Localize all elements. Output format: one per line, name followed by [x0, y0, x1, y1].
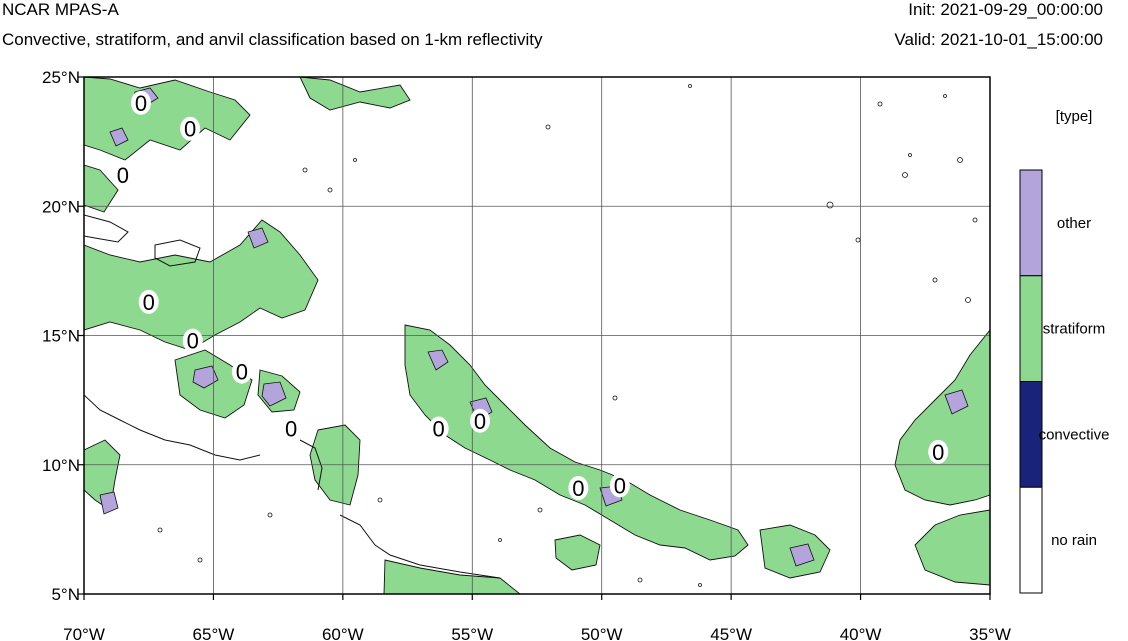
lon-tick-label: 55°W [451, 625, 493, 641]
lat-tick-label: 5°N [51, 585, 80, 604]
scattered-cells [157, 84, 978, 587]
legend-label: convective [1039, 426, 1110, 443]
lon-tick-label: 50°W [581, 625, 623, 641]
contour-lines [84, 214, 501, 579]
contour-label: 0 [187, 329, 199, 354]
map-title: NCAR MPAS-A [2, 0, 119, 19]
lat-tick-label: 15°N [42, 327, 80, 346]
longitude-axis: 70°W 65°W 60°W 55°W 50°W 45°W 40°W 35°W [63, 594, 1011, 641]
contour-label-bg [138, 289, 159, 314]
contour-labels: 0 0 0 0 0 0 0 0 0 0 0 0 [112, 90, 949, 501]
contour-label: 0 [572, 476, 584, 501]
lon-tick-label: 45°W [710, 625, 752, 641]
map-subtitle: Convective, stratiform, and anvil classi… [2, 30, 543, 49]
contour-label-bg [231, 359, 252, 384]
legend-colorbar: other stratiform convective no rain [1019, 169, 1110, 594]
lon-tick-label: 65°W [193, 625, 235, 641]
contour-label: 0 [285, 417, 297, 442]
contour-label-bg [281, 416, 302, 441]
contour-label: 0 [236, 360, 248, 385]
contour-label: 0 [614, 473, 626, 498]
contour-label-bg [928, 439, 949, 464]
legend-label: stratiform [1043, 321, 1106, 338]
legend-label: other [1057, 215, 1091, 232]
latitude-axis: 5°N 10°N 15°N 20°N 25°N [42, 68, 84, 604]
contour-label: 0 [135, 91, 147, 116]
lon-tick-label: 35°W [969, 625, 1011, 641]
contour-label-bg [470, 408, 491, 433]
legend-swatch-stratiform [1019, 275, 1043, 382]
legend-swatch-other [1019, 169, 1043, 277]
contour-label-bg [180, 116, 201, 141]
lon-tick-label: 70°W [63, 625, 105, 641]
contour-label: 0 [474, 409, 486, 434]
contour-label: 0 [433, 417, 445, 442]
contour-label-bg [428, 416, 449, 441]
contour-label: 0 [117, 163, 129, 188]
lat-tick-label: 20°N [42, 197, 80, 216]
other-areas [99, 87, 969, 567]
legend-swatch-no-rain [1019, 486, 1043, 594]
legend-title: [type] [1056, 108, 1093, 125]
contour-label: 0 [184, 117, 196, 142]
contour-label-bg [130, 90, 151, 115]
legend: [type] other stratiform convective no rain [1019, 108, 1110, 594]
contour-label-bg [609, 473, 630, 498]
init-time: Init: 2021-09-29_00:00:00 [908, 0, 1103, 19]
contour-label: 0 [143, 290, 155, 315]
lat-tick-label: 10°N [42, 456, 80, 475]
contour-label-bg [568, 476, 589, 501]
gridlines [84, 77, 990, 594]
contour-label-bg [112, 163, 133, 188]
legend-label: no rain [1051, 532, 1097, 549]
contour-label: 0 [932, 440, 944, 465]
valid-time: Valid: 2021-10-01_15:00:00 [894, 30, 1103, 49]
contour-label-bg [182, 328, 203, 353]
lon-tick-label: 60°W [322, 625, 364, 641]
lon-tick-label: 40°W [840, 625, 882, 641]
lat-tick-label: 25°N [42, 68, 80, 87]
